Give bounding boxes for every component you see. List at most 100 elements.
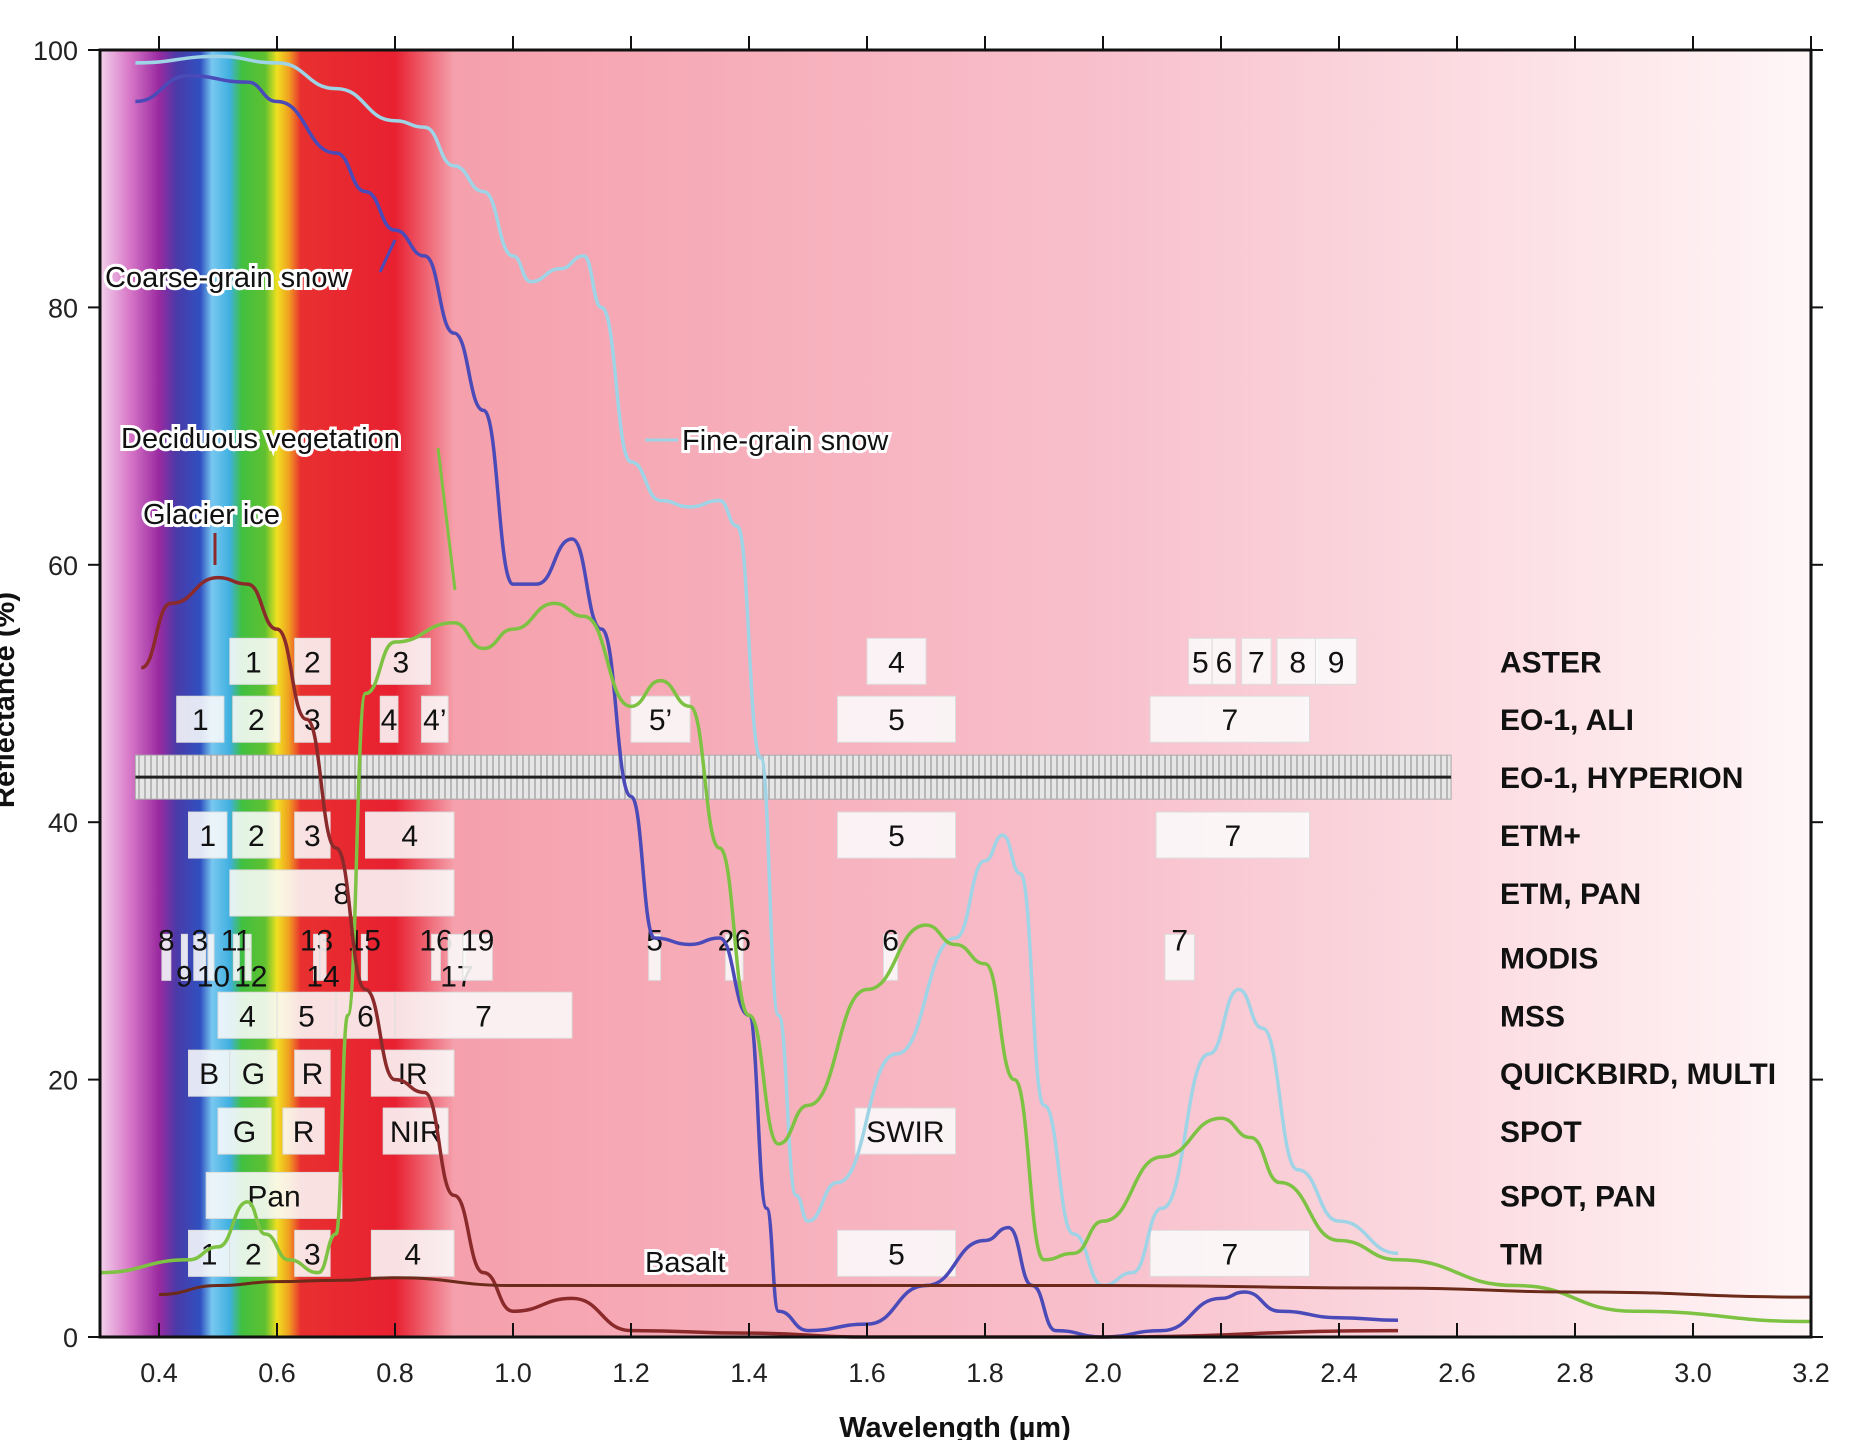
band-box <box>294 1049 331 1097</box>
x-tick-label: 2.0 <box>1084 1358 1122 1388</box>
axes: 0.4 0.6 0.8 1.0 1.2 1.4 1.6 1.8 2.0 2.2 2.4 2.6 2.8 3… <box>33 36 1830 1388</box>
x-tick-label: 3.0 <box>1674 1358 1712 1388</box>
annotation-leader <box>436 447 457 591</box>
band-label: 16 <box>419 924 452 957</box>
band-label: 3 <box>191 924 208 957</box>
band-label: 5’ <box>649 704 672 737</box>
band-box <box>379 695 399 743</box>
band-label: 3 <box>304 820 321 853</box>
band-box <box>365 811 455 859</box>
band-label: 9 <box>176 960 193 993</box>
band-box <box>207 933 215 981</box>
band-label: 2 <box>248 820 265 853</box>
band-box <box>276 991 337 1039</box>
sensor-name: EO-1, HYPERION <box>1500 762 1743 795</box>
band-label: 2 <box>304 646 321 679</box>
band-box <box>866 637 927 685</box>
sensor-name: SPOT <box>1500 1116 1582 1149</box>
band-label: 2 <box>245 1238 262 1271</box>
band-label: SWIR <box>866 1116 944 1149</box>
band-label: 8 <box>158 924 175 957</box>
band-label: 4 <box>381 704 398 737</box>
band-label: 4’ <box>423 704 446 737</box>
band-box <box>1149 1229 1310 1277</box>
band-label: 2 <box>248 704 265 737</box>
band-box <box>1314 637 1358 685</box>
band-box <box>232 695 281 743</box>
band-label: 7 <box>1222 1238 1239 1271</box>
band-label: 12 <box>234 960 267 993</box>
band-box <box>837 811 956 859</box>
band-box <box>1241 637 1272 685</box>
band-label: 3 <box>304 1238 321 1271</box>
band-box <box>205 1171 343 1219</box>
sensor-row-etm-: 1 2 3 4 5 7 ETM+ <box>188 811 1581 859</box>
x-tick-label: 2.6 <box>1438 1358 1476 1388</box>
band-box <box>431 933 441 981</box>
x-axis-label: Wavelength (µm) <box>839 1412 1071 1440</box>
band-box <box>176 695 225 743</box>
band-label: R <box>293 1116 315 1149</box>
band-label: 1 <box>245 646 262 679</box>
sensor-name: EO-1, ALI <box>1500 704 1634 737</box>
band-box <box>282 1107 325 1155</box>
band-box <box>1211 637 1237 685</box>
band-label: IR <box>398 1058 428 1091</box>
band-box <box>232 811 281 859</box>
band-box <box>360 933 368 981</box>
x-tick-label: 1.0 <box>494 1358 532 1388</box>
band-box <box>180 933 188 981</box>
band-label: 9 <box>1328 646 1345 679</box>
sensor-name: MODIS <box>1500 942 1598 975</box>
band-box <box>244 933 252 981</box>
band-box <box>294 695 331 743</box>
band-box <box>294 637 331 685</box>
annotation-label: Deciduous vegetation <box>121 423 400 455</box>
sensor-row-eo-1-ali: 1 2 3 4 4’ 5’ 5 7 EO-1, ALI <box>176 695 1634 743</box>
band-label: 6 <box>357 1000 374 1033</box>
band-box <box>188 811 228 859</box>
sensor-name: TM <box>1500 1238 1543 1271</box>
band-label: 8 <box>1289 646 1306 679</box>
band-label: 5 <box>888 820 905 853</box>
band-label: 13 <box>300 924 333 957</box>
y-tick-label: 0 <box>63 1323 78 1353</box>
band-box <box>232 933 240 981</box>
x-tick-label: 1.8 <box>966 1358 1004 1388</box>
band-label: 5 <box>1192 646 1209 679</box>
band-box <box>229 637 278 685</box>
band-box <box>854 1107 957 1155</box>
band-label: NIR <box>390 1116 442 1149</box>
band-box <box>161 933 172 981</box>
band-box <box>188 1229 231 1277</box>
sensor-row-aster: 1 2 3 4 5 6 7 8 9 ASTER <box>229 637 1602 685</box>
band-box <box>462 933 493 981</box>
band-box <box>319 933 327 981</box>
band-box <box>630 695 691 743</box>
band-box <box>648 933 662 981</box>
band-label: G <box>242 1058 265 1091</box>
sensor-name: SPOT, PAN <box>1500 1180 1656 1213</box>
band-label: 3 <box>304 704 321 737</box>
sensor-name: ASTER <box>1500 646 1602 679</box>
band-label: 5 <box>888 1238 905 1271</box>
y-tick-label: 80 <box>48 293 78 323</box>
band-label: G <box>233 1116 256 1149</box>
y-tick-label: 60 <box>48 551 78 581</box>
band-box <box>837 695 956 743</box>
x-tick-label: 2.2 <box>1202 1358 1240 1388</box>
band-label: 5 <box>888 704 905 737</box>
y-axis-label: Reflectance (%) <box>0 592 21 808</box>
band-label: 7 <box>1171 924 1188 957</box>
sensor-name: MSS <box>1500 1000 1565 1033</box>
sensor-name: QUICKBIRD, MULTI <box>1500 1058 1776 1091</box>
band-box <box>229 1049 278 1097</box>
band-box <box>193 933 207 981</box>
sensor-row-spot-pan: Pan SPOT, PAN <box>205 1171 1656 1219</box>
band-label: 4 <box>888 646 905 679</box>
plot-frame <box>98 48 1813 1339</box>
band-label: 7 <box>1222 704 1239 737</box>
annotation-label: Basalt <box>645 1247 726 1279</box>
